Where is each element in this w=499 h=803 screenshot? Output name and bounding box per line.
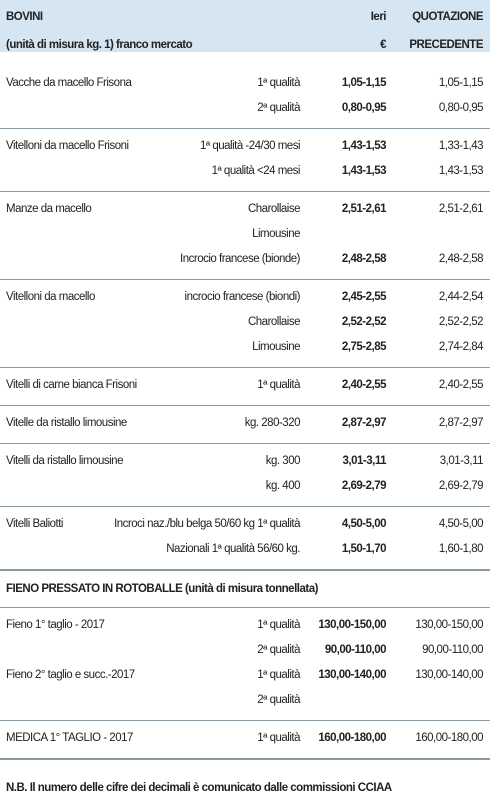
price-today: 4,50-5,00: [341, 518, 387, 530]
rule: [0, 405, 490, 406]
row-label: Fieno 1° taglio - 2017: [6, 619, 105, 631]
price-previous: 2,74-2,84: [438, 341, 484, 353]
row-quality: Nazionali 1ª qualità 56/60 kg.: [166, 543, 300, 555]
rule: [0, 607, 490, 608]
row-label: Vitelli di carne bianca Frisoni: [6, 379, 137, 391]
price-today: 2,51-2,61: [341, 203, 387, 215]
row-quality: 1ª qualità <24 mesi: [211, 165, 301, 177]
row-quality: 2ª qualità: [257, 644, 300, 656]
rule: [0, 191, 490, 192]
price-previous: 2,52-2,52: [438, 316, 484, 328]
price-today: 1,43-1,53: [341, 165, 387, 177]
price-today: 2,75-2,85: [341, 341, 387, 353]
price-previous: 90,00-110,00: [422, 644, 483, 656]
row-quality: kg. 280-320: [244, 417, 301, 429]
price-previous: 1,43-1,53: [438, 165, 484, 177]
row-quality: 1ª qualità: [257, 619, 300, 631]
header-subtitle: (unità di misura kg. 1) franco mercato: [6, 39, 193, 51]
header-today: Ieri: [370, 11, 387, 23]
rule: [0, 367, 490, 368]
price-today: 2,45-2,55: [341, 291, 387, 303]
price-previous: 130,00-150,00: [415, 619, 483, 631]
header-title: BOVINI: [6, 11, 43, 23]
price-previous: 160,00-180,00: [415, 732, 483, 744]
row-label: Vacche da macello Frisona: [6, 77, 132, 89]
row-label: Fieno 2° taglio e succ.-2017: [6, 669, 135, 681]
row-quality: Incrocio francese (bionde): [180, 253, 300, 265]
row-quality: Limousine: [252, 228, 300, 240]
price-previous: 3,01-3,11: [439, 455, 484, 467]
price-previous: 1,05-1,15: [438, 77, 484, 89]
price-previous: 130,00-140,00: [415, 669, 483, 681]
price-today: 160,00-180,00: [318, 732, 386, 744]
row-label: Vitelloni da macello Frisoni: [6, 140, 129, 152]
rule: [0, 720, 490, 721]
row-label: Vitelli Baliotti: [6, 518, 64, 530]
rule: [0, 279, 490, 280]
price-previous: 2,48-2,58: [438, 253, 484, 265]
price-previous: 0,80-0,95: [438, 102, 484, 114]
rule: [0, 569, 490, 571]
row-label: Vitelloni da macello: [6, 291, 95, 303]
row-quality: 1ª qualità: [257, 77, 300, 89]
price-previous: 1,33-1,43: [438, 140, 484, 152]
rule: [0, 758, 490, 760]
price-previous: 2,44-2,54: [438, 291, 484, 303]
price-today: 1,05-1,15: [341, 77, 387, 89]
row-quality: 1ª qualità: [257, 732, 300, 744]
rule: [0, 506, 490, 507]
rule: [0, 443, 490, 444]
price-previous: 2,51-2,61: [438, 203, 484, 215]
price-today: 130,00-150,00: [318, 619, 386, 631]
row-label: MEDICA 1° TAGLIO - 2017: [6, 732, 133, 744]
row-quality: 1ª qualità: [257, 669, 300, 681]
header-previous: QUOTAZIONE: [412, 11, 483, 23]
row-quality: Incroci naz./blu belga 50/60 kg 1ª quali…: [114, 518, 300, 530]
row-quality: kg. 400: [265, 480, 301, 492]
row-quality: 2ª qualità: [257, 102, 300, 114]
price-today: 90,00-110,00: [324, 644, 387, 656]
price-today: 1,43-1,53: [341, 140, 387, 152]
price-today: 1,50-1,70: [341, 543, 387, 555]
row-quality: 1ª qualità: [257, 379, 300, 391]
row-quality: incrocio francese (biondi): [184, 291, 301, 303]
header-band: [0, 0, 490, 52]
price-today: 2,52-2,52: [341, 316, 387, 328]
price-today: 130,00-140,00: [318, 669, 386, 681]
price-today: 3,01-3,11: [342, 455, 387, 467]
rule: [0, 128, 490, 129]
price-today: 2,69-2,79: [341, 480, 387, 492]
row-label: Vitelle da ristallo limousine: [6, 417, 127, 429]
row-quality: kg. 300: [265, 455, 301, 467]
header-previous: PRECEDENTE: [409, 39, 483, 51]
price-today: 2,87-2,97: [341, 417, 387, 429]
price-previous: 4,50-5,00: [438, 518, 484, 530]
price-previous: 1,60-1,80: [438, 543, 484, 555]
price-previous: 2,40-2,55: [438, 379, 484, 391]
row-label: Vitelli da ristallo limousine: [6, 455, 123, 467]
price-today: 2,40-2,55: [341, 379, 387, 391]
row-quality: Limousine: [252, 341, 300, 353]
row-quality: 2ª qualità: [257, 694, 300, 706]
price-today: 0,80-0,95: [341, 102, 387, 114]
note: N.B. Il numero delle cifre dei decimali …: [6, 782, 392, 794]
row-quality: 1ª qualità -24/30 mesi: [199, 140, 301, 152]
section-title: FIENO PRESSATO IN ROTOBALLE (unità di mi…: [6, 583, 318, 595]
row-quality: Charollaise: [247, 316, 301, 328]
header-currency: €: [380, 39, 386, 51]
row-quality: Charollaise: [247, 203, 301, 215]
price-previous: 2,87-2,97: [438, 417, 484, 429]
row-label: Manze da macello: [6, 203, 92, 215]
price-previous: 2,69-2,79: [438, 480, 484, 492]
price-today: 2,48-2,58: [341, 253, 387, 265]
